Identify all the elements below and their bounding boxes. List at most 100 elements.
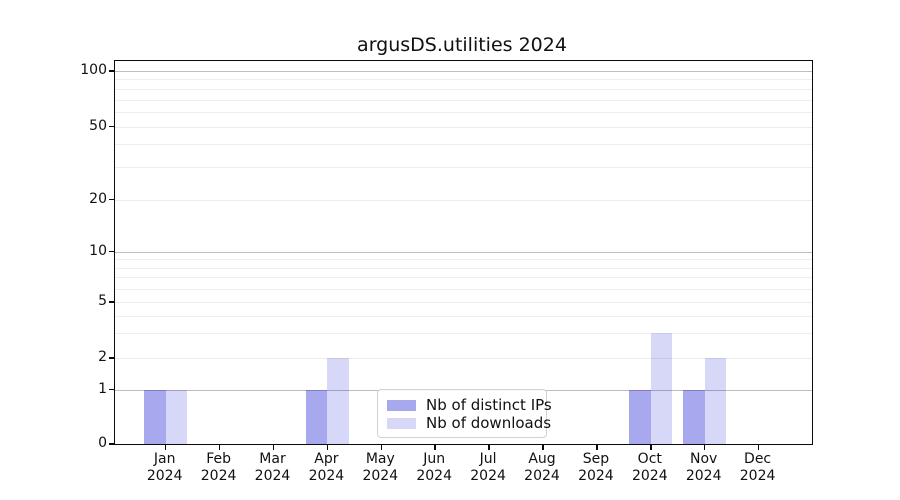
gridline-minor bbox=[115, 167, 812, 169]
x-tick-mark bbox=[434, 445, 436, 450]
x-tick-label: Jan 2024 bbox=[147, 451, 183, 485]
x-tick-mark bbox=[164, 445, 167, 450]
x-tick-label: Sep 2024 bbox=[578, 451, 614, 485]
y-tick-label: 10 bbox=[89, 242, 107, 259]
x-tick-mark bbox=[218, 445, 221, 450]
y-tick-mark bbox=[108, 125, 114, 128]
y-tick-mark bbox=[108, 198, 114, 201]
x-tick-mark bbox=[380, 445, 383, 450]
x-tick-label: May 2024 bbox=[362, 451, 398, 485]
x-tick-year: 2024 bbox=[362, 468, 399, 484]
x-tick-year: 2024 bbox=[739, 468, 776, 484]
legend-swatch-distinct-ips bbox=[387, 399, 416, 411]
legend-label-downloads: Nb of downloads bbox=[426, 414, 552, 432]
gridline-submajor bbox=[115, 358, 812, 359]
bar-downloads-oct bbox=[650, 333, 673, 444]
bar-distinct-ips-oct bbox=[629, 389, 651, 444]
legend-label-distinct-ips: Nb of distinct IPs bbox=[426, 396, 552, 414]
x-tick-month: Mar bbox=[259, 451, 286, 467]
gridline-minor bbox=[115, 277, 812, 279]
x-tick-label: Mar 2024 bbox=[255, 451, 291, 485]
x-tick-label: Jul 2024 bbox=[470, 451, 506, 485]
x-tick-month: Sep bbox=[582, 451, 610, 467]
x-tick-year: 2024 bbox=[631, 468, 668, 484]
y-tick-label: 20 bbox=[89, 190, 107, 207]
y-tick-label: 1 bbox=[98, 380, 107, 397]
gridline-major bbox=[115, 71, 812, 72]
bar-downloads-nov bbox=[704, 358, 727, 444]
x-tick-label: Jun 2024 bbox=[416, 451, 452, 485]
x-tick-mark bbox=[703, 445, 706, 450]
bar-distinct-ips-jan bbox=[144, 389, 166, 444]
y-tick-mark bbox=[108, 70, 114, 72]
y-tick-label: 0 bbox=[98, 435, 107, 451]
x-tick-month: Jan bbox=[153, 451, 176, 467]
bar-downloads-jan bbox=[165, 389, 188, 444]
gridline-minor bbox=[115, 315, 812, 317]
x-tick-label: Apr 2024 bbox=[309, 451, 345, 485]
x-tick-mark bbox=[272, 445, 275, 450]
legend-swatch-downloads bbox=[387, 417, 416, 429]
y-tick-mark bbox=[108, 357, 114, 359]
y-tick-label: 5 bbox=[98, 293, 107, 309]
gridline-minor bbox=[115, 99, 812, 101]
y-tick-mark bbox=[108, 301, 114, 303]
bar-distinct-ips-apr bbox=[306, 389, 328, 444]
x-tick-mark bbox=[326, 445, 329, 450]
x-tick-year: 2024 bbox=[200, 468, 237, 484]
y-tick-mark bbox=[108, 443, 114, 445]
y-tick-mark bbox=[108, 250, 114, 253]
y-tick-label: 100 bbox=[80, 62, 107, 78]
x-tick-year: 2024 bbox=[578, 468, 614, 484]
plot-area bbox=[108, 60, 813, 450]
x-tick-mark bbox=[542, 445, 544, 450]
x-tick-year: 2024 bbox=[685, 468, 722, 484]
y-tick-label: 2 bbox=[98, 349, 107, 365]
gridline-minor bbox=[115, 288, 812, 290]
x-tick-label: Aug 2024 bbox=[524, 451, 560, 485]
gridline-minor bbox=[115, 333, 812, 335]
gridline-submajor bbox=[115, 199, 812, 201]
x-tick-month: Aug bbox=[528, 451, 556, 467]
legend: Nb of distinct IPs Nb of downloads bbox=[377, 389, 552, 438]
chart-title: argusDS.utilities 2024 bbox=[357, 34, 567, 56]
legend-item-downloads: Nb of downloads bbox=[387, 414, 551, 432]
gridline-minor bbox=[115, 267, 812, 269]
x-tick-label: Feb 2024 bbox=[201, 451, 237, 485]
legend-item-distinct-ips: Nb of distinct IPs bbox=[387, 396, 552, 414]
x-tick-year: 2024 bbox=[470, 468, 506, 484]
x-tick-label: Dec 2024 bbox=[740, 451, 776, 485]
x-tick-mark bbox=[488, 445, 490, 450]
gridline-minor bbox=[115, 111, 812, 113]
gridline-major bbox=[115, 251, 812, 253]
y-tick-label: 50 bbox=[89, 117, 107, 134]
x-tick-mark bbox=[596, 445, 598, 450]
x-tick-mark bbox=[757, 445, 760, 450]
gridline-minor bbox=[115, 144, 812, 146]
x-tick-month: Nov bbox=[690, 451, 718, 467]
gridline-submajor bbox=[115, 126, 812, 128]
bar-distinct-ips-nov bbox=[683, 389, 705, 444]
bar-downloads-apr bbox=[327, 358, 349, 444]
gridline-minor bbox=[115, 79, 812, 81]
x-tick-month: Feb bbox=[206, 451, 231, 467]
x-tick-month: May bbox=[365, 451, 395, 467]
x-tick-label: Nov 2024 bbox=[686, 451, 722, 485]
x-tick-month: Dec bbox=[744, 451, 772, 467]
y-tick-mark bbox=[108, 388, 114, 391]
x-tick-month: Jun bbox=[423, 451, 446, 467]
x-tick-month: Oct bbox=[637, 451, 662, 467]
x-tick-year: 2024 bbox=[524, 468, 560, 484]
x-tick-year: 2024 bbox=[254, 468, 291, 484]
gridline-minor bbox=[115, 88, 812, 90]
x-tick-month: Apr bbox=[314, 451, 339, 467]
x-tick-mark bbox=[650, 445, 652, 450]
x-tick-year: 2024 bbox=[146, 468, 183, 484]
gridline-minor bbox=[115, 259, 812, 261]
x-tick-year: 2024 bbox=[416, 468, 453, 484]
x-tick-label: Oct 2024 bbox=[632, 451, 668, 485]
x-tick-year: 2024 bbox=[308, 468, 345, 484]
gridline-submajor bbox=[115, 302, 812, 303]
x-tick-month: Jul bbox=[479, 451, 497, 467]
